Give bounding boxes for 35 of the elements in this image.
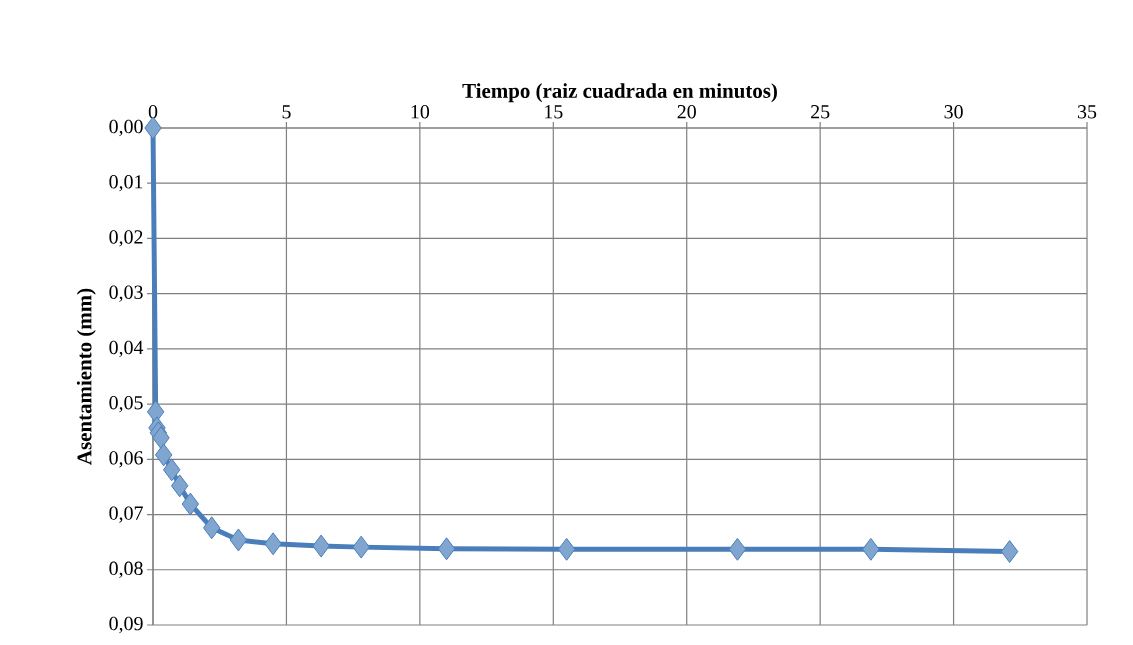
x-tick-label: 30 [944, 105, 963, 119]
point [264, 532, 282, 556]
y-tick-label: 0,05 [109, 395, 143, 413]
x-axis-title: Tiempo (raiz cuadrada en minutos) [462, 83, 777, 103]
x-tick-label: 0 [148, 105, 158, 119]
point [862, 537, 880, 561]
point [181, 492, 200, 516]
y-tick-label: 0,06 [109, 451, 143, 468]
point [557, 537, 576, 561]
point [154, 443, 173, 467]
y-tick-label: 0,09 [109, 616, 143, 634]
point [203, 516, 221, 540]
x-tick-label: 35 [1078, 105, 1097, 119]
point [162, 458, 181, 482]
y-tick-label: 0,04 [109, 340, 144, 358]
y-tick-label: 0,07 [109, 506, 143, 523]
point [229, 528, 248, 552]
y-tick-label: 0,08 [109, 561, 143, 578]
y-tick-label: 0,01 [109, 175, 143, 192]
x-tick-label: 10 [411, 105, 430, 119]
y-tick-label: 0,02 [109, 230, 143, 247]
point [352, 535, 370, 559]
point [312, 534, 330, 558]
point [728, 537, 747, 561]
y-tick-label: 0,03 [109, 285, 143, 302]
point [170, 474, 189, 498]
x-tick-label: 15 [545, 105, 563, 119]
y-axis-title: Asentamiento (mm) [76, 288, 96, 465]
point [437, 537, 456, 561]
point [1000, 540, 1019, 563]
point [152, 426, 170, 450]
x-tick-label: 20 [677, 105, 696, 119]
x-tick-label: 25 [811, 105, 830, 119]
y-tick-label: 0,00 [109, 119, 143, 137]
x-tick-label: 5 [282, 105, 291, 119]
